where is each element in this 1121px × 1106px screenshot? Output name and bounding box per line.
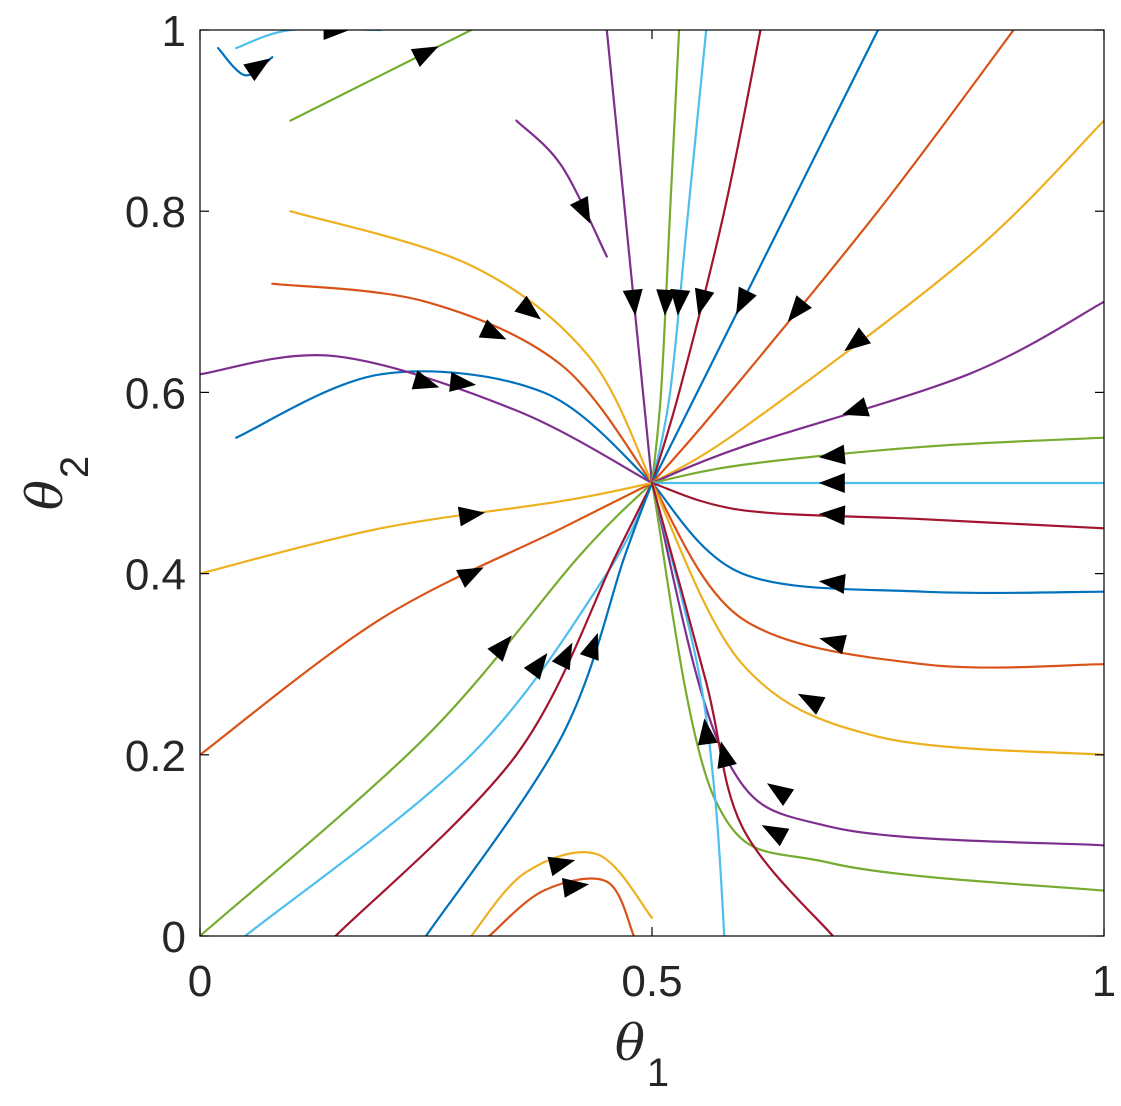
x-tick-label: 1 (1092, 957, 1116, 1006)
y-tick-label: 0.2 (125, 732, 186, 781)
direction-arrow (569, 195, 591, 224)
streamline (244, 481, 654, 936)
direction-arrow (717, 741, 737, 769)
direction-arrow (761, 825, 790, 847)
direction-arrow (736, 286, 757, 315)
direction-arrow (487, 635, 512, 662)
streamline (200, 481, 654, 936)
direction-arrow (818, 573, 846, 594)
direction-arrow (455, 567, 484, 588)
streamline (650, 481, 1104, 847)
direction-arrow (697, 718, 718, 746)
direction-arrow (656, 289, 677, 316)
streamline (289, 210, 654, 485)
direction-arrow (449, 372, 477, 392)
x-tick-label: 0 (188, 957, 212, 1006)
direction-arrow (622, 288, 643, 316)
x-axis-symbol: θ (615, 1014, 645, 1072)
direction-arrow (523, 652, 548, 680)
streamline (289, 30, 473, 122)
y-tick-labels: 0 0.2 0.4 0.6 0.8 1 (125, 7, 186, 962)
streamline (650, 481, 1104, 530)
streamline (424, 481, 654, 936)
direction-arrow (579, 632, 599, 661)
streamline (334, 481, 654, 936)
x-tick-label: 0.5 (621, 957, 682, 1006)
direction-arrow (819, 634, 847, 655)
streamline (650, 481, 1104, 892)
direction-arrow (818, 473, 845, 493)
x-axis-label: θ1 (615, 1014, 669, 1095)
streamline (650, 481, 834, 936)
streamline (200, 481, 654, 575)
direction-arrow (818, 444, 846, 465)
direction-arrow-layer (243, 30, 872, 898)
streamline (605, 30, 654, 485)
tick-marks (199, 29, 1105, 937)
y-tick-label: 1 (162, 7, 186, 56)
streamline (650, 481, 1104, 756)
x-tick-labels: 0 0.5 1 (188, 957, 1116, 1006)
direction-arrow (797, 693, 826, 715)
direction-arrow (547, 856, 576, 877)
streamline (200, 481, 654, 756)
streamline (488, 877, 635, 936)
direction-arrow (818, 505, 846, 526)
y-tick-label: 0 (162, 913, 186, 962)
streamline (515, 119, 608, 258)
y-tick-label: 0.6 (125, 369, 186, 418)
streamline (470, 851, 654, 936)
direction-arrow (457, 506, 486, 527)
streamline (650, 30, 762, 485)
direction-arrow (561, 877, 590, 898)
streamline (650, 119, 1104, 485)
direction-arrow (243, 58, 271, 82)
y-tick-label: 0.4 (125, 551, 186, 600)
direction-arrow (411, 370, 440, 390)
streamline (650, 30, 1015, 485)
y-tick-label: 0.8 (125, 188, 186, 237)
direction-arrow (694, 287, 715, 316)
streamline-layer (200, 30, 1104, 936)
streamline (235, 370, 654, 485)
direction-arrow (551, 642, 573, 671)
direction-arrow (787, 295, 812, 322)
direction-arrow (844, 327, 872, 352)
streamline (650, 481, 1104, 669)
direction-arrow (323, 30, 350, 40)
streamline (235, 30, 382, 50)
y-axis-label: θ2 (16, 456, 97, 510)
y-axis-subscript: 2 (53, 456, 97, 478)
direction-arrow (670, 288, 691, 316)
direction-arrow (478, 319, 507, 340)
streamline (650, 30, 880, 485)
streamline (650, 300, 1104, 485)
direction-arrow (766, 783, 795, 806)
x-axis-subscript: 1 (647, 1051, 669, 1095)
direction-arrow (514, 295, 542, 320)
streamline (650, 436, 1104, 485)
streamline (200, 354, 654, 485)
streamline (271, 282, 654, 485)
streamline (650, 481, 1104, 595)
streamline (650, 30, 708, 485)
direction-arrow (842, 397, 870, 417)
y-axis-symbol: θ (16, 480, 74, 510)
direction-arrow (410, 46, 439, 68)
streamline (650, 30, 681, 485)
